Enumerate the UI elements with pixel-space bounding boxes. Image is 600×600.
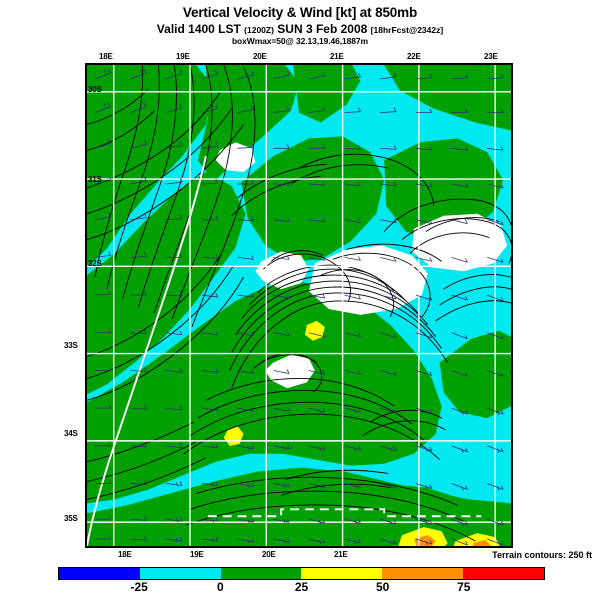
tick-top-21e: 21E xyxy=(330,52,344,61)
box-wmax-annotation: boxWmax=50@ 32.13,19.46,1887m xyxy=(231,35,369,46)
tick-bottom-18e: 18E xyxy=(118,550,132,559)
valid-date-text: SUN 3 Feb 2008 xyxy=(273,21,371,36)
valid-time-line: Valid 1400 LST (1200Z) SUN 3 Feb 2008 [1… xyxy=(0,23,600,35)
tick-top-19e: 19E xyxy=(176,52,190,61)
colorbar-segment-orange xyxy=(382,568,464,579)
colorbar-label-50: 50 xyxy=(375,580,390,594)
valid-time-text: Valid 1400 LST xyxy=(156,21,245,36)
colorbar-label-25: 25 xyxy=(294,580,309,594)
map-plot-area xyxy=(85,63,513,548)
terrain-contour-note: Terrain contours: 250 ft xyxy=(492,550,592,560)
colorbar-segment-cyan xyxy=(139,568,221,579)
map-canvas xyxy=(87,65,511,546)
tick-top-18e: 18E xyxy=(99,52,113,61)
colorbar-segment-green xyxy=(220,568,302,579)
title-block: Vertical Velocity & Wind [kt] at 850mb V… xyxy=(0,6,600,45)
field-green-regions xyxy=(87,65,511,546)
colorbar-label-0: 0 xyxy=(216,580,224,594)
colorbar-tick-labels: -25 0 25 50 75 xyxy=(58,580,545,596)
tick-left-34s: 34S xyxy=(64,429,78,438)
valid-time-utc: (1200Z) xyxy=(244,24,274,35)
tick-top-23e: 23E xyxy=(484,52,498,61)
forecast-hour-tag: [18hrFcst@2342z] xyxy=(370,24,444,35)
colorbar-label-minus25: -25 xyxy=(130,580,148,594)
colorbar-segment-yellow xyxy=(301,568,383,579)
colorbar-label-75: 75 xyxy=(457,580,471,594)
tick-left-33s: 33S xyxy=(64,341,78,350)
tick-left-35s: 35S xyxy=(64,514,78,523)
tick-top-22e: 22E xyxy=(407,52,421,61)
tick-bottom-21e: 21E xyxy=(334,550,348,559)
tick-left-32s: 32S xyxy=(88,259,102,268)
colorbar-segment-blue xyxy=(59,568,140,579)
colorbar-segment-red xyxy=(463,568,544,579)
tick-bottom-20e: 20E xyxy=(262,550,276,559)
page-title: Vertical Velocity & Wind [kt] at 850mb xyxy=(182,5,418,20)
tick-left-31s: 31S xyxy=(88,175,102,184)
wind-barbs xyxy=(94,68,504,546)
tick-top-20e: 20E xyxy=(253,52,267,61)
coastline-border xyxy=(87,156,482,546)
colorbar xyxy=(58,567,545,580)
border-dashed-south xyxy=(207,508,482,518)
tick-bottom-19e: 19E xyxy=(190,550,204,559)
graticule-grid xyxy=(87,65,511,546)
coastline-west xyxy=(87,156,207,546)
tick-left-30s: 30S xyxy=(88,85,102,94)
terrain-contour-lines xyxy=(87,65,511,542)
